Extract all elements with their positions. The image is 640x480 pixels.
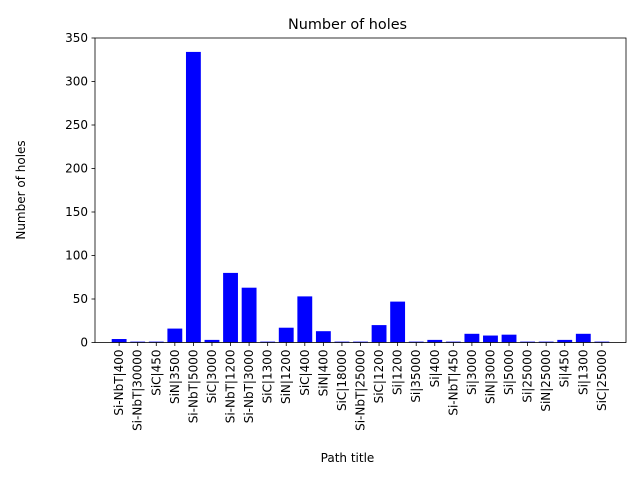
bar xyxy=(241,287,257,343)
y-tick-label: 250 xyxy=(65,118,88,132)
bar xyxy=(297,296,313,343)
x-tick-label: Si|35000 xyxy=(409,350,423,403)
bar xyxy=(371,325,387,343)
x-tick-label: Si-NbT|5000 xyxy=(186,350,200,424)
bar xyxy=(390,301,406,343)
x-axis-label: Path title xyxy=(321,451,375,465)
x-tick-label: Si|1300 xyxy=(576,350,590,396)
y-axis-label: Number of holes xyxy=(14,140,28,239)
bar xyxy=(501,334,517,343)
bar xyxy=(483,335,498,343)
x-tick-label: SiC|1200 xyxy=(372,350,386,404)
x-tick-label: SiN|3000 xyxy=(483,350,497,405)
y-tick-label: 150 xyxy=(65,205,88,219)
x-tick-label: Si-NbT|3000 xyxy=(242,350,256,424)
bar xyxy=(464,333,480,343)
bar xyxy=(427,339,443,343)
x-tick-label: Si|450 xyxy=(558,350,572,388)
bar xyxy=(575,333,591,343)
bar xyxy=(185,51,201,343)
x-tick-label: SiN|25000 xyxy=(539,350,553,412)
x-tick-label: SiN|3500 xyxy=(168,350,182,405)
x-tick-label: Si-NbT|30000 xyxy=(131,350,145,431)
bar xyxy=(520,341,536,343)
bar xyxy=(167,328,183,343)
x-tick-label: Si|3000 xyxy=(465,349,479,395)
x-tick-label: Si-NbT|1200 xyxy=(224,350,238,424)
x-tick-label: Si-NbT|25000 xyxy=(354,350,368,431)
bar xyxy=(445,341,461,343)
bar xyxy=(408,341,424,343)
x-tick-label: Si|25000 xyxy=(521,350,535,403)
bar xyxy=(148,341,164,343)
x-tick-label: SiC|25000 xyxy=(595,350,609,412)
x-tick-label: Si|5000 xyxy=(502,350,516,396)
y-tick-label: 100 xyxy=(65,249,88,263)
bar xyxy=(315,331,331,343)
y-tick-label: 0 xyxy=(80,336,88,350)
x-axis: Si-NbT|400 Si-NbT|30000 SiC|450 SiN|3500 Si-… xyxy=(112,342,609,431)
x-tick-label: SiC|1300 xyxy=(261,350,275,404)
bar xyxy=(594,341,610,343)
y-tick-label: 350 xyxy=(65,31,88,45)
chart-title: Number of holes xyxy=(288,17,407,33)
bar xyxy=(130,341,146,343)
plot-frame xyxy=(94,37,627,343)
x-tick-label: SiN|400 xyxy=(316,350,330,397)
x-tick-label: Si|1200 xyxy=(391,350,405,396)
x-tick-label: SiC|3000 xyxy=(205,350,219,404)
y-tick-label: 300 xyxy=(65,75,88,89)
bar xyxy=(223,272,238,343)
bar xyxy=(538,341,554,343)
bar xyxy=(334,341,350,343)
x-tick-label: Si-NbT|450 xyxy=(446,350,460,416)
x-tick-label: SiC|18000 xyxy=(335,350,349,412)
bar xyxy=(278,327,294,343)
bar xyxy=(353,341,368,343)
bar xyxy=(260,341,276,343)
x-tick-label: Si-NbT|400 xyxy=(112,350,126,416)
y-tick-label: 200 xyxy=(65,162,88,176)
bar xyxy=(557,339,573,343)
x-tick-label: SiC|400 xyxy=(298,350,312,396)
bar xyxy=(204,339,220,343)
bar xyxy=(111,339,127,343)
y-tick-label: 50 xyxy=(73,292,88,306)
x-tick-label: Si|400 xyxy=(428,350,442,388)
bars-group xyxy=(111,51,610,343)
y-axis: 0 50 100 150 200 250 300 350 xyxy=(65,31,95,350)
x-tick-label: SiN|1200 xyxy=(279,350,293,405)
x-tick-label: SiC|450 xyxy=(149,350,163,396)
